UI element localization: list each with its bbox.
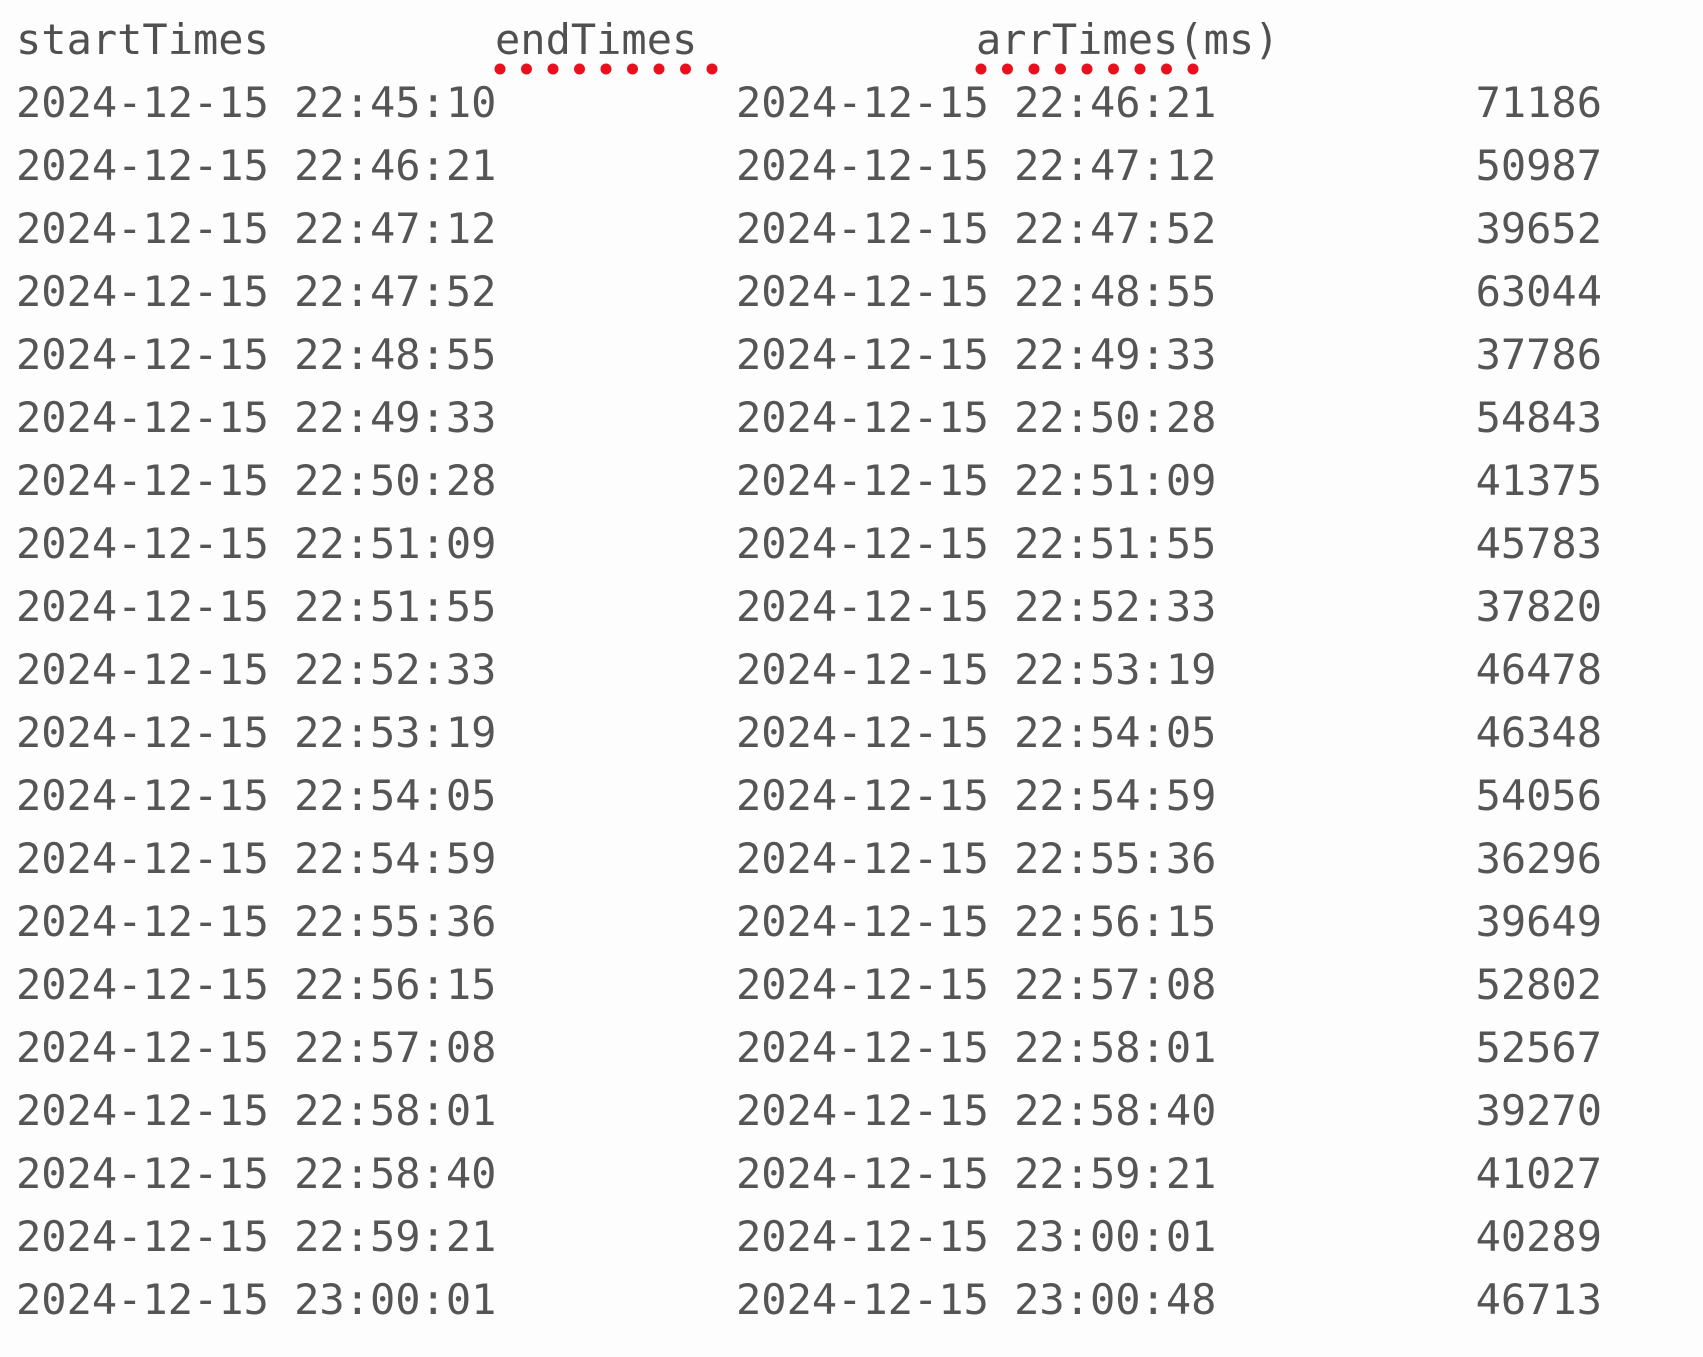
start-time-cell: 2024-12-15 22:58:40 (16, 1149, 497, 1198)
arr-time-cell: 45783 (1475, 519, 1602, 568)
arr-time-cell: 41027 (1475, 1149, 1602, 1198)
end-time-cell: 2024-12-15 22:49:33 (736, 330, 1217, 379)
start-time-cell: 2024-12-15 22:50:28 (16, 456, 497, 505)
start-time-cell: 2024-12-15 22:45:10 (16, 78, 497, 127)
start-time-cell: 2024-12-15 22:52:33 (16, 645, 497, 694)
arr-time-cell: 54056 (1475, 771, 1602, 820)
end-time-cell: 2024-12-15 22:58:01 (736, 1023, 1217, 1072)
end-time-cell: 2024-12-15 22:52:33 (736, 582, 1217, 631)
arr-time-cell: 46478 (1475, 645, 1602, 694)
start-time-cell: 2024-12-15 22:49:33 (16, 393, 497, 442)
table-row: 2024-12-15 22:50:28 2024-12-15 22:51:09 41… (0, 449, 1703, 512)
spellcheck-underline (974, 62, 1212, 76)
table-row: 2024-12-15 23:00:01 2024-12-15 23:00:48 46… (0, 1268, 1703, 1331)
end-time-cell: 2024-12-15 22:53:19 (736, 645, 1217, 694)
end-time-cell: 2024-12-15 22:48:55 (736, 267, 1217, 316)
end-time-cell: 2024-12-15 22:47:52 (736, 204, 1217, 253)
start-time-cell: 2024-12-15 22:48:55 (16, 330, 497, 379)
start-time-cell: 2024-12-15 22:55:36 (16, 897, 497, 946)
start-time-cell: 2024-12-15 22:54:59 (16, 834, 497, 883)
table-row: 2024-12-15 22:54:59 2024-12-15 22:55:36 36… (0, 827, 1703, 890)
end-time-cell: 2024-12-15 22:58:40 (736, 1086, 1217, 1135)
end-time-cell: 2024-12-15 22:46:21 (736, 78, 1217, 127)
start-time-cell: 2024-12-15 22:58:01 (16, 1086, 497, 1135)
end-time-cell: 2024-12-15 22:57:08 (736, 960, 1217, 1009)
table-row: 2024-12-15 22:46:21 2024-12-15 22:47:12 50… (0, 134, 1703, 197)
end-time-cell: 2024-12-15 22:50:28 (736, 393, 1217, 442)
arr-time-cell: 36296 (1475, 834, 1602, 883)
table-row: 2024-12-15 22:47:52 2024-12-15 22:48:55 63… (0, 260, 1703, 323)
header-start-times: startTimes (16, 15, 269, 64)
arr-time-cell: 52567 (1475, 1023, 1602, 1072)
end-time-cell: 2024-12-15 23:00:48 (736, 1275, 1217, 1324)
table-row: 2024-12-15 22:55:36 2024-12-15 22:56:15 39… (0, 890, 1703, 953)
arr-time-cell: 41375 (1475, 456, 1602, 505)
arr-time-cell: 50987 (1475, 141, 1602, 190)
table-row: 2024-12-15 22:45:10 2024-12-15 22:46:21 71… (0, 71, 1703, 134)
table-row: 2024-12-15 22:59:21 2024-12-15 23:00:01 40… (0, 1205, 1703, 1268)
end-time-cell: 2024-12-15 22:55:36 (736, 834, 1217, 883)
end-time-cell: 2024-12-15 22:54:05 (736, 708, 1217, 757)
end-time-cell: 2024-12-15 23:00:01 (736, 1212, 1217, 1261)
spellcheck-underline (493, 62, 731, 76)
start-time-cell: 2024-12-15 23:00:01 (16, 1275, 497, 1324)
end-time-cell: 2024-12-15 22:54:59 (736, 771, 1217, 820)
arr-time-cell: 46348 (1475, 708, 1602, 757)
start-time-cell: 2024-12-15 22:56:15 (16, 960, 497, 1009)
header-arr-name: arrTimes (976, 15, 1179, 64)
table-row: 2024-12-15 22:54:05 2024-12-15 22:54:59 54… (0, 764, 1703, 827)
start-time-cell: 2024-12-15 22:51:09 (16, 519, 497, 568)
start-time-cell: 2024-12-15 22:57:08 (16, 1023, 497, 1072)
arr-time-cell: 54843 (1475, 393, 1602, 442)
arr-time-cell: 46713 (1475, 1275, 1602, 1324)
arr-time-cell: 40289 (1475, 1212, 1602, 1261)
end-time-cell: 2024-12-15 22:51:09 (736, 456, 1217, 505)
start-time-cell: 2024-12-15 22:53:19 (16, 708, 497, 757)
table-row: 2024-12-15 22:58:01 2024-12-15 22:58:40 39… (0, 1079, 1703, 1142)
arr-time-cell: 37820 (1475, 582, 1602, 631)
end-time-cell: 2024-12-15 22:47:12 (736, 141, 1217, 190)
arr-time-cell: 71186 (1475, 78, 1602, 127)
end-time-cell: 2024-12-15 22:51:55 (736, 519, 1217, 568)
end-time-cell: 2024-12-15 22:56:15 (736, 897, 1217, 946)
table-row: 2024-12-15 22:51:09 2024-12-15 22:51:55 45… (0, 512, 1703, 575)
arr-time-cell: 39649 (1475, 897, 1602, 946)
table-row: 2024-12-15 22:52:33 2024-12-15 22:53:19 46… (0, 638, 1703, 701)
start-time-cell: 2024-12-15 22:47:52 (16, 267, 497, 316)
arr-time-cell: 52802 (1475, 960, 1602, 1009)
arr-time-cell: 39652 (1475, 204, 1602, 253)
arr-time-cell: 63044 (1475, 267, 1602, 316)
header-arr-times: arrTimes(ms) (976, 8, 1279, 71)
header-end-times: endTimes (495, 15, 698, 64)
start-time-cell: 2024-12-15 22:54:05 (16, 771, 497, 820)
start-time-cell: 2024-12-15 22:51:55 (16, 582, 497, 631)
table-row: 2024-12-15 22:49:33 2024-12-15 22:50:28 54… (0, 386, 1703, 449)
table-row: 2024-12-15 22:57:08 2024-12-15 22:58:01 52… (0, 1016, 1703, 1079)
header-row: startTimes endTimes arrTimes(ms) (0, 8, 1703, 76)
start-time-cell: 2024-12-15 22:59:21 (16, 1212, 497, 1261)
table-row: 2024-12-15 22:53:19 2024-12-15 22:54:05 46… (0, 701, 1703, 764)
table-row: 2024-12-15 22:58:40 2024-12-15 22:59:21 41… (0, 1142, 1703, 1205)
table-row: 2024-12-15 22:51:55 2024-12-15 22:52:33 37… (0, 575, 1703, 638)
header-arr-unit: (ms) (1178, 15, 1280, 64)
table-row: 2024-12-15 22:48:55 2024-12-15 22:49:33 37… (0, 323, 1703, 386)
end-time-cell: 2024-12-15 22:59:21 (736, 1149, 1217, 1198)
arr-time-cell: 39270 (1475, 1086, 1602, 1135)
table-row: 2024-12-15 22:56:15 2024-12-15 22:57:08 52… (0, 953, 1703, 1016)
arr-time-cell: 37786 (1475, 330, 1602, 379)
start-time-cell: 2024-12-15 22:47:12 (16, 204, 497, 253)
table-row: 2024-12-15 22:47:12 2024-12-15 22:47:52 39… (0, 197, 1703, 260)
start-time-cell: 2024-12-15 22:46:21 (16, 141, 497, 190)
